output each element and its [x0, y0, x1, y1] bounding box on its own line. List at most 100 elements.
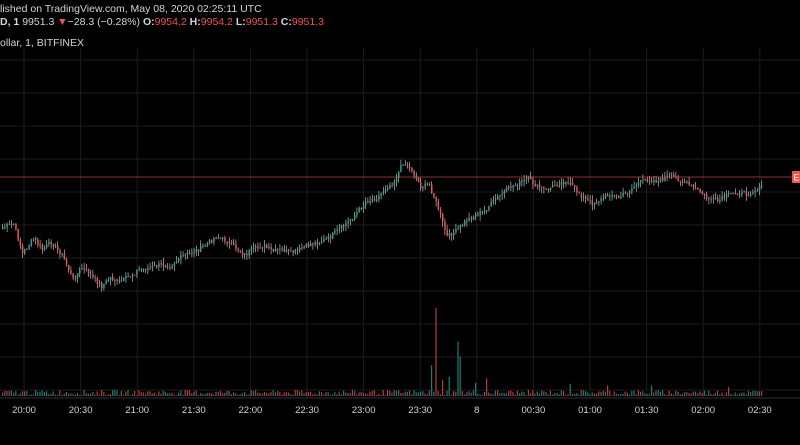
candle-body: [365, 201, 367, 205]
volume-bar: [607, 385, 609, 396]
candle-body: [589, 199, 591, 201]
volume-bar: [417, 392, 419, 396]
candle-body: [246, 253, 248, 256]
volume-bar: [281, 394, 283, 396]
volume-bar: [314, 393, 316, 396]
candle-body: [28, 245, 30, 249]
candle-body: [428, 184, 431, 186]
volume-bar: [41, 390, 43, 396]
volume-bar: [189, 390, 191, 396]
volume-bar: [79, 395, 81, 396]
volume-bar: [640, 391, 642, 396]
volume-bar: [149, 391, 151, 396]
volume-bar: [123, 394, 125, 396]
candle-body: [527, 177, 530, 180]
volume-bar: [725, 392, 727, 396]
volume-bar: [235, 393, 237, 396]
volume-bar: [358, 392, 360, 396]
candle-body: [37, 239, 39, 245]
candle-body: [712, 198, 715, 200]
volume-bar: [758, 391, 760, 396]
volume-bar: [433, 391, 435, 396]
candle-body: [519, 181, 521, 186]
volume-bar: [657, 390, 659, 396]
volume-bar: [127, 390, 129, 396]
candle-body: [576, 186, 578, 192]
volume-bars: [2, 308, 763, 396]
volume-bar: [81, 394, 83, 396]
candle-body: [512, 185, 514, 188]
candle-body: [444, 221, 446, 230]
candle-body: [263, 245, 266, 248]
volume-bar: [68, 393, 70, 396]
candle-body: [457, 228, 459, 230]
candle-body: [574, 185, 576, 187]
candle-body: [334, 230, 336, 233]
candle-body: [508, 186, 510, 189]
candle-body: [134, 274, 136, 276]
candle-body: [538, 184, 541, 188]
volume-bar: [246, 394, 248, 396]
volume-bar: [87, 393, 89, 396]
low-value: 9951.3: [245, 16, 278, 28]
candle-body: [252, 247, 255, 249]
volume-bar: [4, 390, 6, 396]
volume-bar: [728, 387, 730, 396]
candle-body: [153, 265, 156, 267]
candle-body: [750, 193, 752, 196]
candle-body: [569, 182, 572, 184]
volume-bar: [329, 394, 331, 396]
volume-bar: [321, 392, 323, 396]
volume-bar: [596, 393, 598, 396]
candle-body: [314, 242, 316, 245]
volume-bar: [83, 389, 85, 396]
volume-bar: [178, 392, 180, 396]
candle-body: [189, 252, 191, 254]
volume-bar: [428, 390, 430, 396]
volume-bar: [431, 365, 433, 396]
candle-body: [580, 193, 583, 198]
candle-body: [164, 265, 167, 267]
candle-body: [230, 242, 233, 244]
candle-body: [35, 238, 37, 240]
volume-bar: [217, 391, 219, 396]
candle-body: [648, 180, 651, 182]
candle-body: [439, 209, 442, 215]
volume-bar: [688, 393, 690, 396]
candle-body: [186, 252, 189, 255]
volume-bar: [622, 393, 624, 396]
candle-body: [633, 186, 635, 189]
candle-body: [101, 283, 103, 289]
volume-bar: [497, 390, 499, 396]
volume-bar: [369, 391, 371, 396]
volume-bar: [299, 391, 301, 396]
candle-body: [486, 210, 488, 212]
volume-bar: [521, 391, 523, 396]
candle-body: [717, 198, 719, 202]
candle-body: [651, 180, 653, 182]
volume-bar: [589, 394, 591, 396]
volume-bar: [35, 389, 37, 396]
candle-body: [389, 184, 391, 189]
volume-bar: [248, 394, 250, 396]
candle-body: [312, 243, 314, 245]
volume-bar: [142, 392, 144, 396]
volume-bar: [96, 391, 98, 396]
volume-bar: [202, 393, 204, 396]
volume-bar: [459, 356, 461, 396]
volume-bar: [714, 392, 716, 396]
candle-body: [50, 241, 52, 245]
volume-bar: [147, 391, 149, 396]
candle-body: [448, 232, 451, 236]
candle-body: [184, 254, 187, 256]
volume-bar: [206, 392, 208, 396]
volume-bar: [582, 390, 584, 396]
volume-bar: [211, 393, 213, 396]
volume-bar: [455, 391, 457, 396]
volume-bar: [525, 395, 527, 396]
candle-body: [743, 191, 745, 193]
candle-body: [552, 184, 554, 188]
candle-body: [490, 201, 492, 207]
volume-bar: [294, 390, 296, 396]
